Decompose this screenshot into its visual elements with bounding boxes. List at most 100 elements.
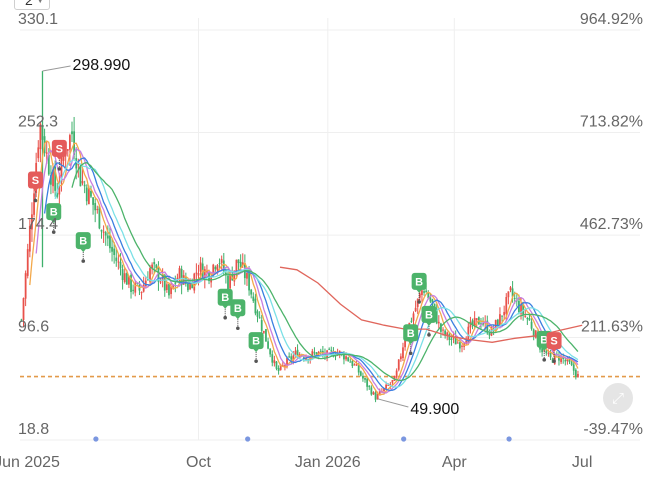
signal-dot (33, 198, 38, 203)
candle-body (233, 270, 236, 282)
candle-body (530, 321, 533, 329)
fullscreen-button[interactable]: ⤢ (603, 383, 633, 413)
candle-body (115, 257, 118, 262)
candle-body (440, 323, 442, 332)
candle-body (140, 291, 143, 294)
signal-pointer (551, 348, 558, 353)
candle-body (37, 147, 40, 159)
signal-label: B (540, 334, 548, 346)
candle-body (427, 292, 430, 299)
candle-body (123, 273, 126, 283)
candle-body (391, 380, 394, 383)
buy-signal: B (403, 324, 419, 356)
candle-body (271, 354, 274, 363)
candle-body (187, 283, 189, 291)
moving-averages (29, 140, 583, 396)
candle-body (178, 268, 181, 279)
candle-body (106, 235, 109, 239)
candle-body (102, 231, 105, 233)
candle-body (326, 350, 328, 358)
candle-body (454, 336, 457, 345)
candle-body (319, 350, 322, 352)
event-marker-dot (401, 436, 407, 442)
candles (20, 70, 579, 403)
candle-body (22, 298, 25, 320)
signal-label: S (550, 336, 557, 348)
signal-label: B (425, 309, 433, 321)
candle-body (458, 342, 461, 349)
candle-body (359, 371, 362, 376)
signal-label: B (79, 236, 87, 248)
candle-body (568, 360, 571, 363)
chevron-down-icon: ▼ (35, 0, 45, 5)
candle-body (501, 315, 503, 317)
signal-dot (81, 259, 86, 263)
candle-body (366, 378, 369, 387)
event-markers (93, 436, 512, 442)
signal-badge (217, 288, 233, 306)
signal-label: B (221, 292, 229, 304)
signal-dot (51, 230, 56, 234)
sell-signal: S (27, 171, 43, 203)
signal-label: B (50, 207, 58, 219)
candle-body (509, 287, 512, 291)
y-tick-label-right: -39.47% (583, 421, 643, 438)
candle-body (136, 283, 139, 285)
candle-body (446, 332, 449, 336)
candle-body (281, 365, 284, 367)
candle-body (421, 290, 423, 296)
candle-body (292, 355, 295, 361)
candle-body (412, 313, 415, 321)
candle-body (94, 203, 97, 211)
candle-body (248, 271, 250, 291)
max-annotation-label: 298.990 (72, 57, 130, 74)
candle-body (163, 274, 166, 291)
candle-body (564, 360, 567, 362)
candle-body (397, 359, 400, 370)
candle-body (279, 364, 282, 370)
candle-body (330, 350, 333, 352)
candle-body (473, 317, 476, 326)
signal-badge (230, 299, 246, 317)
signal-pointer (253, 348, 260, 353)
candle-body (254, 298, 257, 314)
candle-body (520, 304, 522, 314)
candle-body (496, 319, 499, 327)
y-tick-label-right: 713.82% (580, 113, 643, 130)
candle-body (20, 319, 23, 321)
sell-signal: S (546, 332, 562, 363)
candle-body (252, 296, 255, 301)
candle-body (423, 291, 425, 293)
y-tick-label-left: 252.3 (18, 113, 58, 130)
candle-body (220, 259, 223, 263)
candle-body (50, 175, 52, 185)
candle-body (212, 264, 215, 275)
signal-label: S (56, 143, 63, 155)
candle-body (431, 299, 434, 305)
signal-badge (403, 324, 419, 342)
candle-body (286, 357, 288, 367)
candle-body (503, 311, 506, 316)
candle-body (58, 185, 61, 195)
candle-body (410, 320, 413, 322)
candle-body (71, 131, 73, 135)
candle-body (505, 296, 508, 314)
candle-body (134, 283, 137, 293)
candle-body (174, 282, 177, 284)
candle-body (450, 338, 453, 340)
candle-body (296, 349, 299, 358)
period-select[interactable]: 2 ▼ (14, 0, 50, 10)
candle-body (395, 370, 398, 378)
signal-dot (408, 351, 413, 356)
candle-body (180, 268, 183, 286)
candle-body (338, 351, 341, 354)
candle-body (79, 166, 82, 187)
candle-body (119, 261, 122, 269)
candle-body (433, 303, 436, 308)
candle-body (260, 320, 263, 331)
sell-signal: S (51, 139, 67, 171)
candle-body (364, 378, 366, 380)
candle-body (572, 364, 575, 371)
candle-body (54, 166, 57, 191)
candle-body (170, 286, 172, 295)
